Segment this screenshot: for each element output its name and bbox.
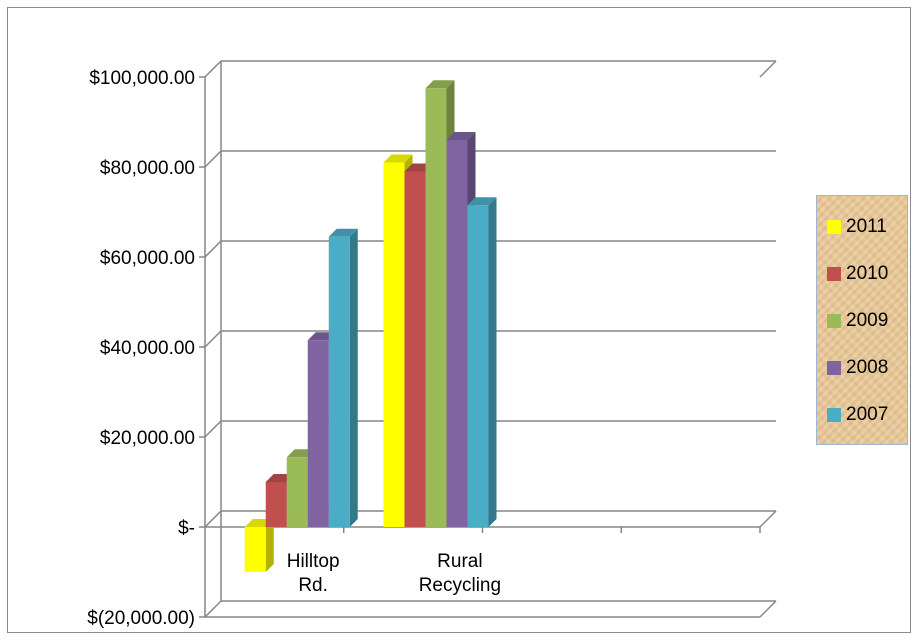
legend-item-2010: 2010 — [827, 263, 888, 285]
legend-label-2010: 2010 — [846, 263, 889, 284]
bar-2011-0 — [244, 527, 266, 572]
x-category-label-0-line-1: Rd. — [298, 575, 328, 596]
y-tick-label-6: $(20,000.00) — [87, 608, 195, 629]
bar-2009-0 — [286, 457, 308, 527]
gridline-depth-left-1 — [204, 150, 222, 168]
x-category-label-0-line-0: Hilltop — [287, 551, 340, 572]
x-category-label-1-line-0: Rural — [437, 551, 482, 572]
y-tick-label-2: $60,000.00 — [100, 248, 195, 269]
legend-item-2007: 2007 — [827, 404, 888, 426]
bar-2010-0 — [265, 482, 287, 527]
x-category-label-1-line-1: Recycling — [419, 575, 501, 596]
y-tick-label-1: $80,000.00 — [100, 158, 195, 179]
gridline-depth-left-4 — [204, 420, 222, 438]
gridline-depth-left-3 — [204, 330, 222, 348]
bar-top-2009-1 — [425, 80, 455, 89]
bar-top-2007-1 — [467, 197, 497, 206]
bar-2011-1 — [383, 162, 405, 527]
gridline-depth-left-6 — [204, 600, 222, 618]
y-tick-label-5: $- — [178, 518, 195, 539]
gridline-depth-right-2 — [759, 600, 777, 618]
bar-top-2007-0 — [328, 228, 358, 237]
legend-label-2011: 2011 — [846, 216, 887, 237]
legend-item-2009: 2009 — [827, 310, 888, 332]
bar-top-2011-1 — [383, 154, 413, 163]
bar-side-2007-1 — [488, 197, 497, 527]
bar-2008-0 — [307, 340, 329, 527]
bar-2010-1 — [404, 171, 426, 527]
legend-swatch-2010 — [827, 267, 841, 281]
gridline-depth-left-5 — [204, 510, 222, 528]
legend-item-2008: 2008 — [827, 357, 888, 379]
legend-swatch-2009 — [827, 314, 841, 328]
legend-label-2008: 2008 — [846, 357, 889, 378]
bar-2009-1 — [425, 88, 447, 527]
y-tick-label-4: $20,000.00 — [100, 428, 195, 449]
legend-label-2007: 2007 — [846, 404, 889, 425]
bar-2007-1 — [467, 205, 489, 527]
gridline-depth-right-0 — [759, 60, 777, 78]
gridline-depth-left-0 — [204, 60, 222, 78]
bar-side-2007-0 — [349, 228, 358, 527]
y-tick-label-3: $40,000.00 — [100, 338, 195, 359]
y-tick-label-0: $100,000.00 — [89, 68, 195, 89]
legend-item-2011: 2011 — [827, 216, 887, 238]
legend-swatch-2008 — [827, 361, 841, 375]
bar-top-2008-1 — [446, 132, 476, 140]
gridline-depth-left-2 — [204, 240, 222, 258]
bar-2008-1 — [446, 140, 468, 527]
legend-swatch-2007 — [827, 408, 841, 422]
gridline-depth-right-1 — [759, 510, 777, 528]
legend-swatch-2011 — [827, 220, 841, 234]
chart-legend: 2011 2010 2009 2008 2007 — [816, 195, 908, 445]
legend-label-2009: 2009 — [846, 310, 889, 331]
bar-side-2011-0 — [265, 519, 274, 572]
bar-2007-0 — [328, 236, 350, 527]
